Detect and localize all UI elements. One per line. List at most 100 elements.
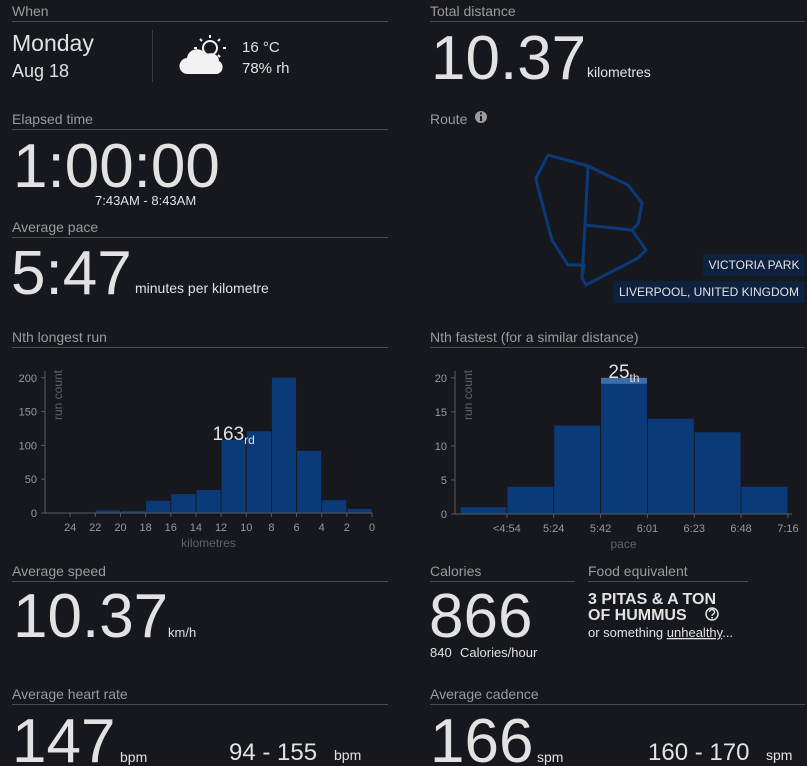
pace-unit: minutes per kilometre	[135, 280, 269, 296]
rank-annotation: 163rd	[212, 424, 254, 447]
bar	[95, 510, 120, 513]
bar	[741, 486, 788, 514]
place-badge	[703, 254, 805, 276]
food-link[interactable]: unhealthy	[667, 625, 724, 640]
x-tick-label: 14	[190, 522, 202, 534]
food-suffix: ...	[722, 625, 733, 640]
bar	[507, 486, 554, 514]
chart-title: Nth longest run	[12, 329, 107, 345]
bar	[694, 432, 741, 514]
x-tick-label: 8	[268, 522, 274, 534]
pace-value: 5:47	[11, 239, 132, 308]
y-tick-label: 100	[19, 440, 37, 452]
food-line: 3 PITAS & A TON	[588, 591, 716, 608]
city-badge	[613, 281, 805, 303]
food-note: or something unhealthy...	[588, 625, 733, 640]
x-tick-label: 18	[139, 522, 151, 534]
section-label: When	[12, 3, 49, 19]
x-tick-label: 6:48	[730, 523, 751, 535]
bar	[171, 494, 196, 513]
x-tick-label: 2	[344, 522, 350, 534]
cadence-unit: spm	[537, 749, 563, 765]
cloud-icon	[179, 49, 223, 75]
bar	[146, 500, 171, 513]
x-tick-label: 6:23	[684, 523, 705, 535]
y-tick-label: 5	[441, 475, 447, 487]
place-label: VICTORIA PARK	[709, 258, 800, 272]
y-tick-label: 20	[435, 373, 447, 385]
rank-number: 163	[212, 424, 244, 445]
rank-annotation: 25th	[608, 362, 639, 385]
bar	[120, 510, 146, 513]
x-tick-label: 16	[165, 522, 177, 534]
x-tick-label: 20	[114, 522, 126, 534]
humidity: 78% rh	[242, 60, 290, 77]
heart-rate-range-unit: bpm	[334, 747, 361, 763]
y-axis-label: run count	[51, 369, 65, 420]
y-tick-label: 150	[19, 407, 37, 419]
day: Monday	[12, 30, 94, 56]
bar	[221, 439, 246, 513]
y-tick-label: 0	[31, 508, 37, 520]
heart-rate-value: 147	[12, 707, 115, 766]
bar	[196, 490, 221, 513]
y-tick-label: 0	[441, 509, 447, 521]
y-tick-label: 15	[435, 407, 447, 419]
rank-suffix: th	[630, 371, 640, 385]
current-run-marker	[601, 377, 647, 384]
x-tick-label: 0	[369, 522, 375, 534]
x-tick-label: 12	[215, 522, 227, 534]
cadence-range-unit: spm	[766, 747, 792, 763]
city-label: LIVERPOOL, UNITED KINGDOM	[619, 285, 799, 299]
calories-rate-unit: Calories/hour	[460, 645, 538, 660]
time-range: 7:43AM - 8:43AM	[95, 193, 196, 208]
food-prefix: or something	[588, 625, 663, 640]
section-label: Calories	[430, 563, 481, 579]
rank-suffix: rd	[244, 433, 255, 447]
x-tick-label: 5:24	[543, 523, 564, 535]
date: Aug 18	[12, 61, 69, 81]
info-icon[interactable]	[475, 111, 487, 123]
heart-rate-unit: bpm	[120, 749, 147, 765]
x-tick-label: 4	[319, 522, 325, 534]
chart-title: Nth fastest (for a similar distance)	[430, 329, 639, 345]
bar	[647, 418, 694, 514]
cadence-value: 166	[430, 707, 533, 766]
x-tick-label: 10	[240, 522, 252, 534]
section-label: Average speed	[12, 563, 106, 579]
x-tick-label: 24	[64, 522, 76, 534]
y-tick-label: 200	[19, 373, 37, 385]
food-line: OF HUMMUS	[588, 607, 687, 624]
calories-value: 866	[429, 582, 532, 651]
section-label: Route	[430, 111, 468, 127]
bar	[601, 377, 647, 514]
x-tick-label: 5:42	[590, 523, 611, 535]
section-label: Total distance	[430, 3, 516, 19]
x-tick-label: 6:01	[637, 523, 658, 535]
y-tick-label: 50	[25, 474, 37, 486]
temperature: 16 °C	[242, 39, 280, 56]
calories-rate: 840	[430, 645, 452, 660]
elapsed-value: 1:00:00	[13, 132, 220, 201]
speed-value: 10.37	[13, 582, 168, 651]
section-label: Food equivalent	[588, 563, 688, 579]
section-label: Average cadence	[430, 686, 539, 702]
x-axis-label: kilometres	[181, 536, 236, 550]
x-tick-label: 6	[293, 522, 299, 534]
help-icon[interactable]	[705, 607, 719, 621]
x-axis-label: pace	[610, 537, 636, 551]
speed-unit: km/h	[168, 625, 196, 640]
x-tick-label: 22	[89, 522, 101, 534]
bar	[322, 500, 347, 513]
rank-number: 25	[608, 362, 629, 383]
section-label: Elapsed time	[12, 111, 93, 127]
cadence-range: 160 - 170	[648, 739, 749, 766]
bar	[246, 431, 271, 513]
bar	[271, 377, 297, 513]
section-label: Average heart rate	[12, 686, 128, 702]
y-tick-label: 10	[435, 441, 447, 453]
bar	[460, 507, 507, 514]
x-tick-label: 7:16	[777, 523, 798, 535]
distance-unit: kilometres	[587, 64, 651, 80]
